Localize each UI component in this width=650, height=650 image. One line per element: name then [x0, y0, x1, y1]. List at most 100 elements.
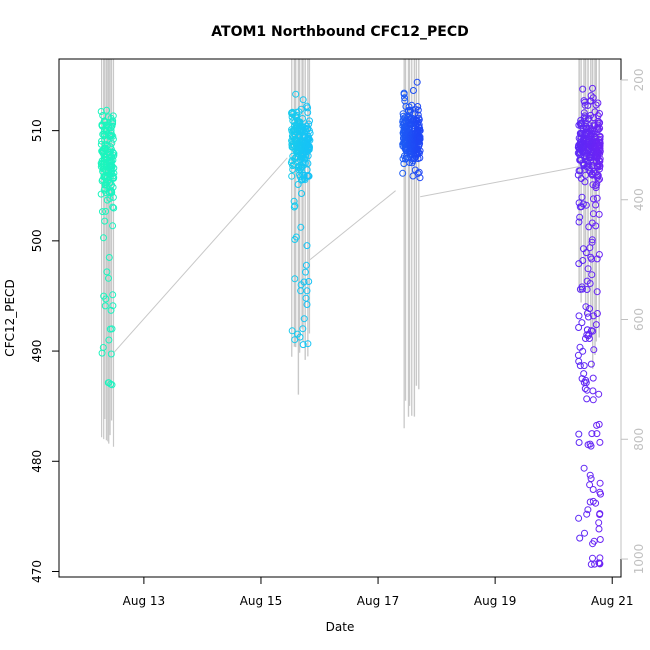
data-points	[97, 78, 604, 568]
data-point	[400, 90, 408, 98]
data-point	[592, 222, 600, 230]
data-point	[416, 127, 424, 135]
data-point	[416, 174, 424, 182]
data-point	[582, 303, 590, 311]
data-point	[578, 375, 586, 383]
data-point	[576, 213, 584, 221]
data-point	[596, 479, 604, 487]
data-point	[575, 514, 583, 522]
data-point	[292, 90, 300, 98]
data-point	[592, 201, 600, 209]
data-point	[582, 379, 590, 387]
data-point	[99, 208, 106, 216]
data-point	[105, 274, 112, 282]
data-point	[575, 324, 583, 331]
data-point	[299, 325, 307, 333]
data-point	[581, 385, 589, 393]
profile-spike	[578, 59, 580, 293]
data-point	[587, 442, 595, 450]
y-tick-label: 490	[30, 340, 44, 363]
data-point	[580, 370, 588, 378]
data-point	[414, 169, 422, 177]
data-point	[110, 150, 118, 158]
x-tick-label: Aug 15	[240, 594, 283, 608]
data-point	[585, 313, 592, 321]
data-point	[575, 430, 583, 438]
data-point	[596, 110, 603, 117]
data-point	[413, 78, 421, 86]
data-point	[594, 117, 602, 125]
y-axis-right: 200 400 600 800 1000	[620, 69, 646, 574]
data-point	[593, 430, 601, 438]
data-point	[595, 525, 603, 533]
data-point	[109, 135, 117, 143]
data-point	[596, 157, 604, 165]
data-point	[596, 536, 604, 543]
data-point	[107, 350, 115, 358]
x-tick-label: Aug 21	[591, 594, 634, 608]
data-point	[109, 149, 117, 157]
data-point	[109, 291, 117, 299]
data-point	[594, 99, 602, 107]
data-point	[306, 117, 313, 125]
data-point	[416, 147, 424, 155]
x-tick-label: Aug 19	[474, 594, 517, 608]
data-point	[294, 181, 302, 188]
x-tick-label: Aug 17	[357, 594, 400, 608]
data-point	[595, 519, 603, 527]
data-point	[589, 497, 597, 505]
data-point	[575, 357, 583, 365]
data-point	[109, 203, 117, 211]
data-point	[306, 136, 314, 144]
data-point	[580, 464, 588, 472]
profile-transit	[309, 190, 396, 260]
data-point	[596, 175, 603, 183]
data-point	[306, 144, 313, 152]
data-point	[585, 335, 593, 342]
data-point	[589, 486, 597, 493]
data-point	[303, 242, 311, 250]
data-point	[594, 176, 602, 184]
data-point	[587, 92, 595, 100]
data-point	[576, 362, 584, 370]
data-point	[300, 278, 308, 286]
data-point	[103, 106, 111, 114]
data-point	[304, 160, 312, 167]
data-point	[304, 109, 312, 116]
data-point	[588, 236, 596, 244]
data-point	[588, 238, 596, 246]
data-point	[304, 104, 312, 112]
data-point	[596, 135, 604, 143]
data-point	[303, 287, 311, 295]
data-point	[589, 396, 597, 404]
y-right-tick-label: 200	[632, 69, 646, 92]
data-point	[592, 321, 600, 329]
data-point	[583, 395, 591, 403]
data-point	[583, 286, 591, 293]
data-point	[109, 193, 117, 201]
data-point	[596, 165, 603, 173]
data-point	[109, 156, 117, 164]
y-right-tick-label: 400	[632, 188, 646, 211]
data-point	[581, 115, 589, 123]
data-point	[596, 155, 604, 163]
y-axis-label: CFC12_PECD	[3, 279, 17, 356]
data-point	[297, 223, 305, 231]
data-point	[109, 117, 117, 125]
data-point	[298, 190, 305, 197]
data-point	[595, 420, 603, 428]
data-point	[580, 362, 588, 370]
x-axis: Aug 13 Aug 15 Aug 17 Aug 19 Aug 21	[123, 576, 634, 608]
data-point	[105, 254, 113, 261]
data-point	[409, 87, 417, 94]
data-point	[593, 255, 601, 263]
data-point	[590, 130, 598, 138]
data-point	[304, 340, 312, 348]
data-point	[109, 112, 117, 120]
data-point	[414, 111, 422, 119]
data-point	[588, 430, 596, 438]
data-point	[305, 172, 313, 180]
data-point	[401, 94, 408, 102]
data-point	[302, 268, 309, 276]
chart-title: ATOM1 Northbound CFC12_PECD	[211, 24, 468, 40]
